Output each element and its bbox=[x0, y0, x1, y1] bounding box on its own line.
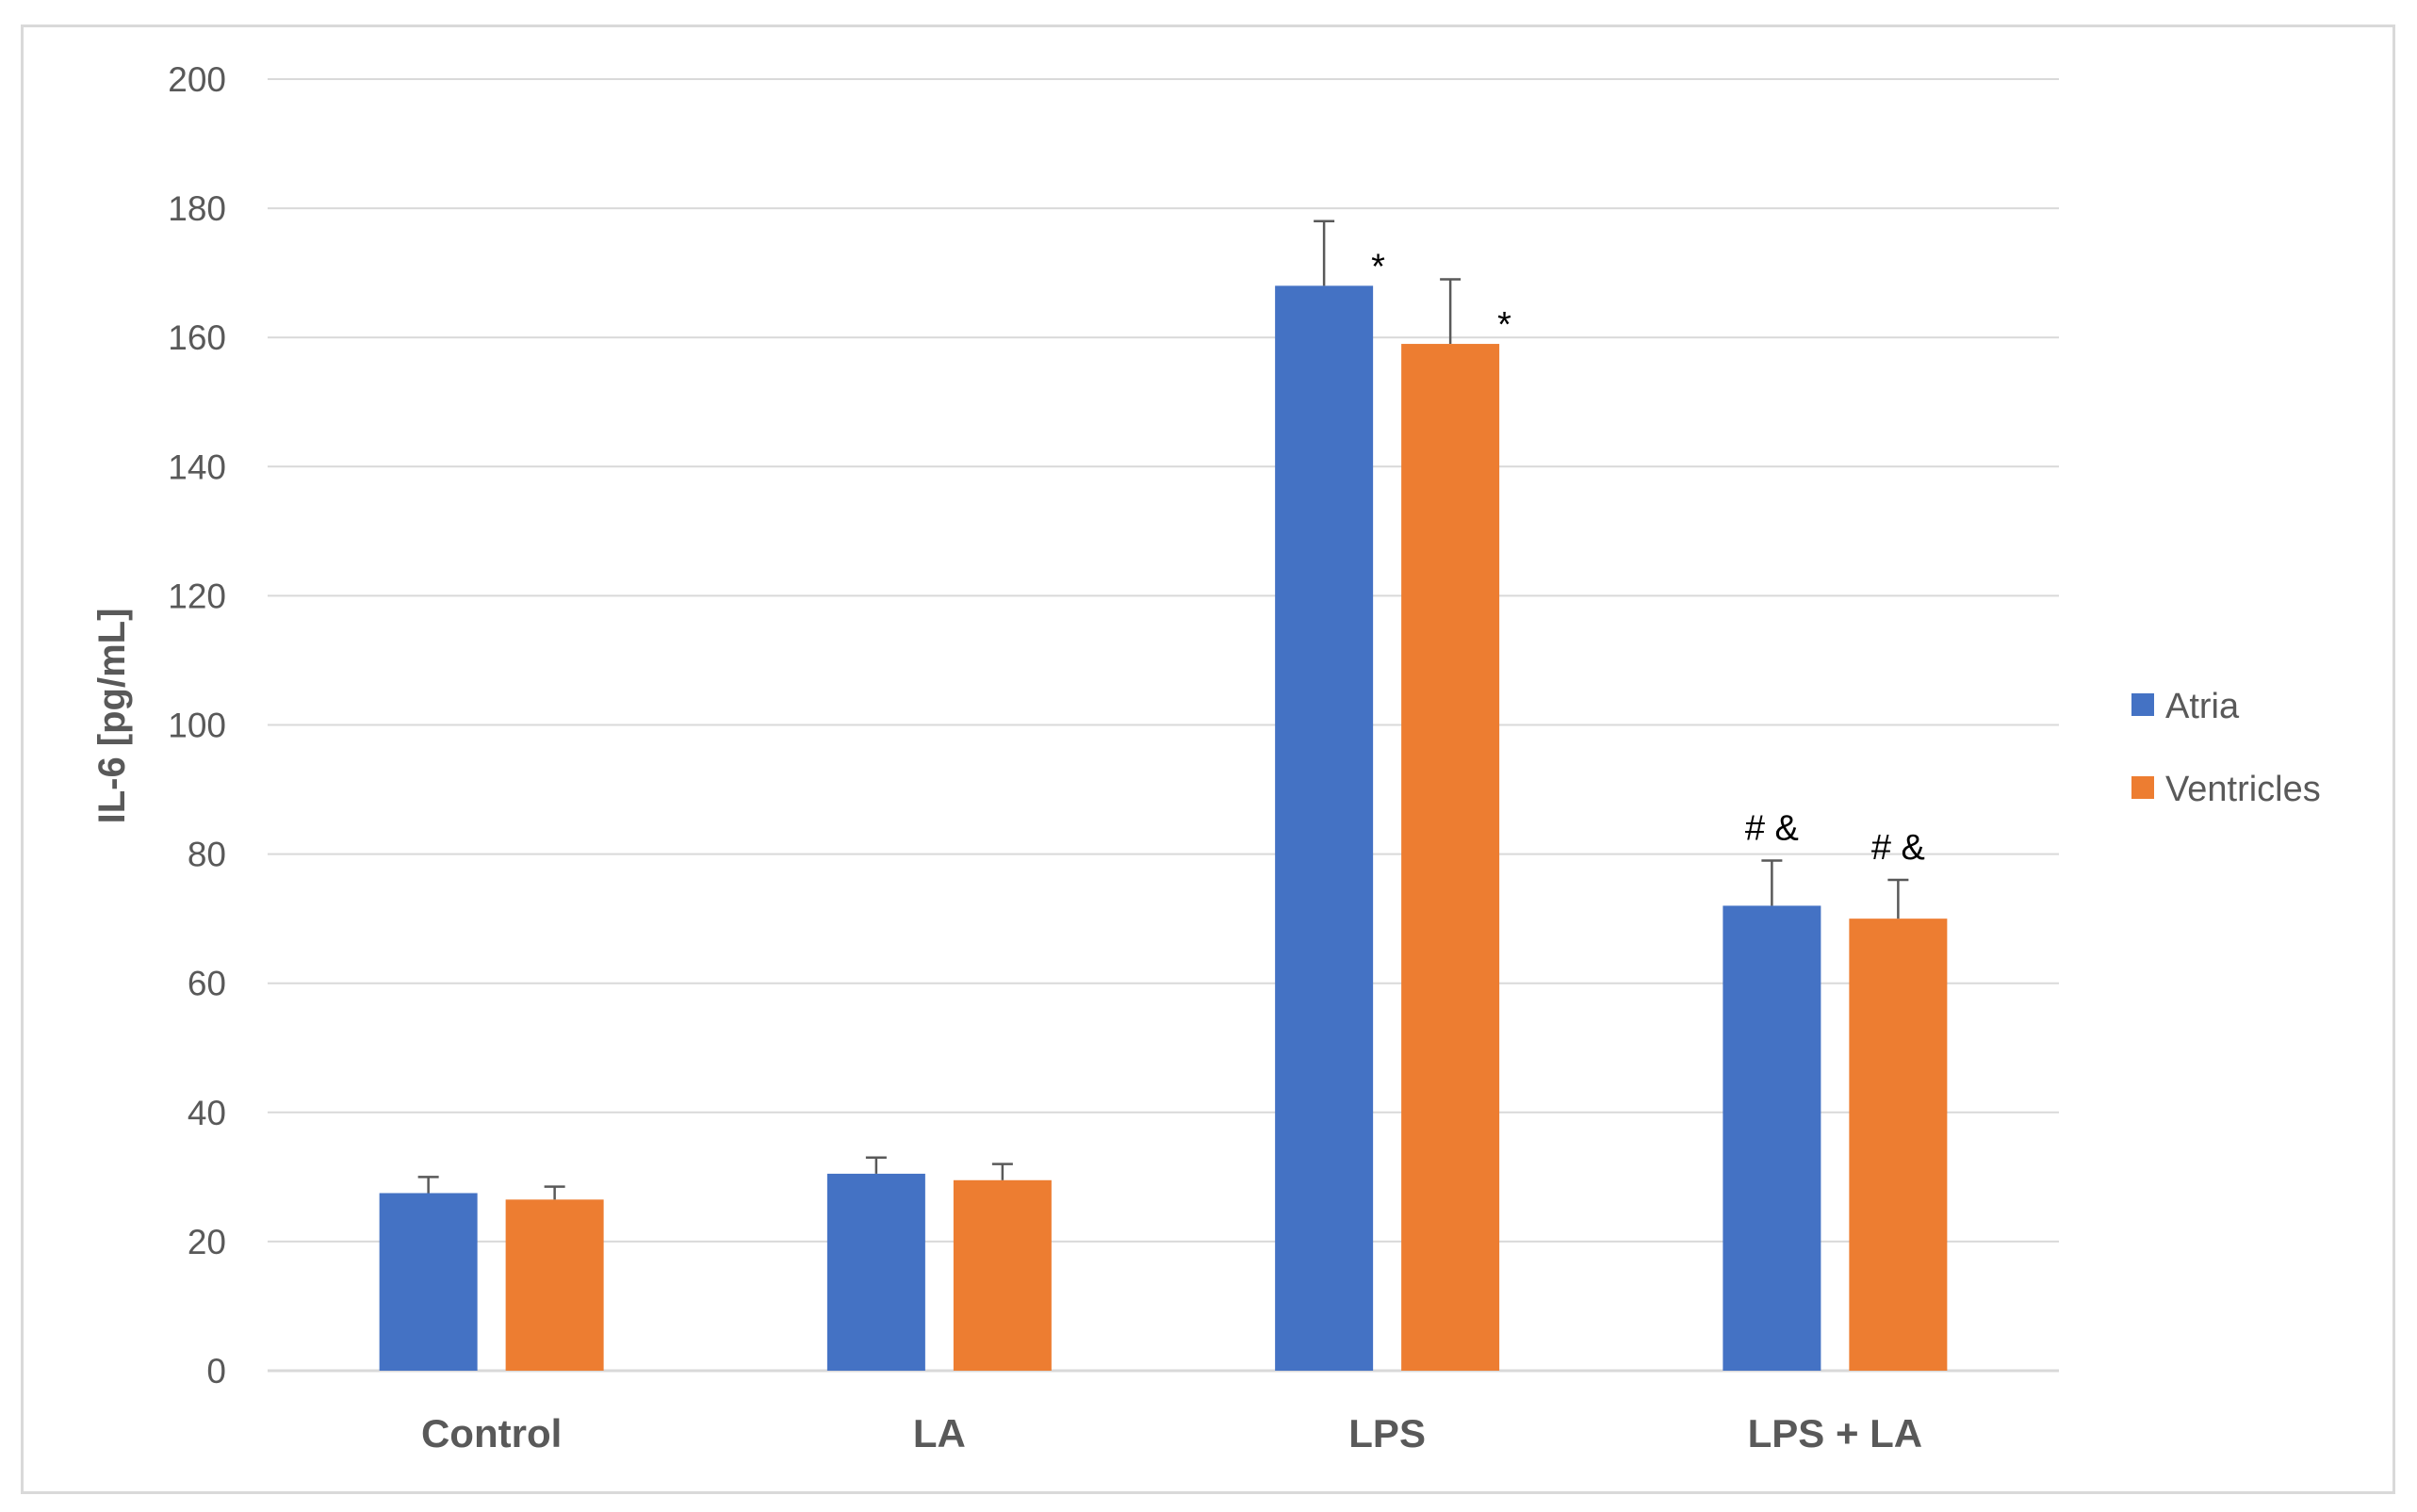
y-tick-label: 100 bbox=[168, 707, 226, 745]
y-tick-label: 80 bbox=[188, 836, 226, 874]
bar-ventricles-3 bbox=[1849, 919, 1948, 1371]
y-tick-label: 200 bbox=[168, 60, 226, 99]
error-bars bbox=[417, 219, 1909, 1200]
bar-ventricles-1 bbox=[953, 1179, 1052, 1371]
y-tick-label: 160 bbox=[168, 318, 226, 357]
legend: Atria Ventricles bbox=[2131, 687, 2321, 809]
bar-ventricles-0 bbox=[505, 1199, 604, 1371]
annotation-atria-2: * bbox=[1371, 247, 1385, 286]
y-tick-label: 20 bbox=[188, 1223, 226, 1261]
legend-label-ventricles: Ventricles bbox=[2165, 770, 2321, 809]
bar-atria-3 bbox=[1723, 905, 1821, 1371]
bar-ventricles-2 bbox=[1401, 344, 1500, 1372]
legend-swatch-ventricles bbox=[2131, 776, 2154, 799]
y-tick-label: 60 bbox=[188, 965, 226, 1003]
x-category-label: LPS + LA bbox=[1748, 1411, 1923, 1455]
y-tick-label: 140 bbox=[168, 447, 226, 486]
y-tick-label: 0 bbox=[206, 1352, 226, 1390]
legend-label-atria: Atria bbox=[2165, 687, 2240, 726]
x-axis-categories: Control LA LPS LPS + LA bbox=[421, 1411, 1922, 1455]
y-axis-title: IL-6 [pg/mL] bbox=[91, 609, 133, 824]
y-tick-label: 120 bbox=[168, 577, 226, 615]
bar-atria-0 bbox=[379, 1193, 478, 1371]
bar-atria-1 bbox=[826, 1173, 925, 1371]
x-category-label: LPS bbox=[1348, 1411, 1426, 1455]
bars bbox=[379, 285, 1948, 1372]
bar-atria-2 bbox=[1275, 285, 1374, 1371]
annotation-atria-3: # & bbox=[1745, 808, 1799, 848]
legend-swatch-atria bbox=[2131, 693, 2154, 716]
y-tick-label: 180 bbox=[168, 189, 226, 228]
x-category-label: LA bbox=[913, 1411, 966, 1455]
annotation-ventricles-3: # & bbox=[1871, 828, 1925, 868]
y-axis-ticks: 0 20 40 60 80 100 120 140 160 180 200 bbox=[168, 60, 226, 1390]
significance-annotations: * * # & # & bbox=[1371, 247, 1925, 868]
annotation-ventricles-2: * bbox=[1497, 305, 1511, 345]
x-category-label: Control bbox=[421, 1411, 562, 1455]
y-tick-label: 40 bbox=[188, 1094, 226, 1132]
